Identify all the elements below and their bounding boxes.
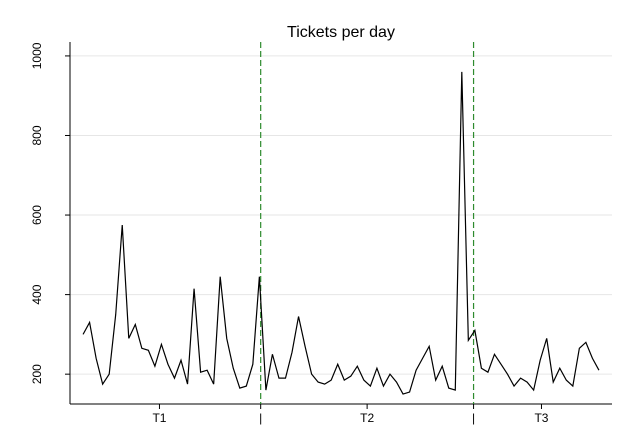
data-line [82, 71, 600, 395]
y-tick-label: 200 [30, 364, 44, 384]
y-tick-label: 1000 [30, 42, 44, 69]
y-tick-label: 600 [30, 205, 44, 225]
x-tick-label: | [472, 411, 475, 425]
x-tick-label: | [259, 411, 262, 425]
x-tick-label: T1 [152, 411, 166, 425]
y-tick-label: 800 [30, 125, 44, 145]
x-tick-label: T2 [360, 411, 374, 425]
chart-title: Tickets per day [287, 24, 395, 41]
x-tick-label: T3 [534, 411, 548, 425]
y-tick-label: 400 [30, 284, 44, 304]
